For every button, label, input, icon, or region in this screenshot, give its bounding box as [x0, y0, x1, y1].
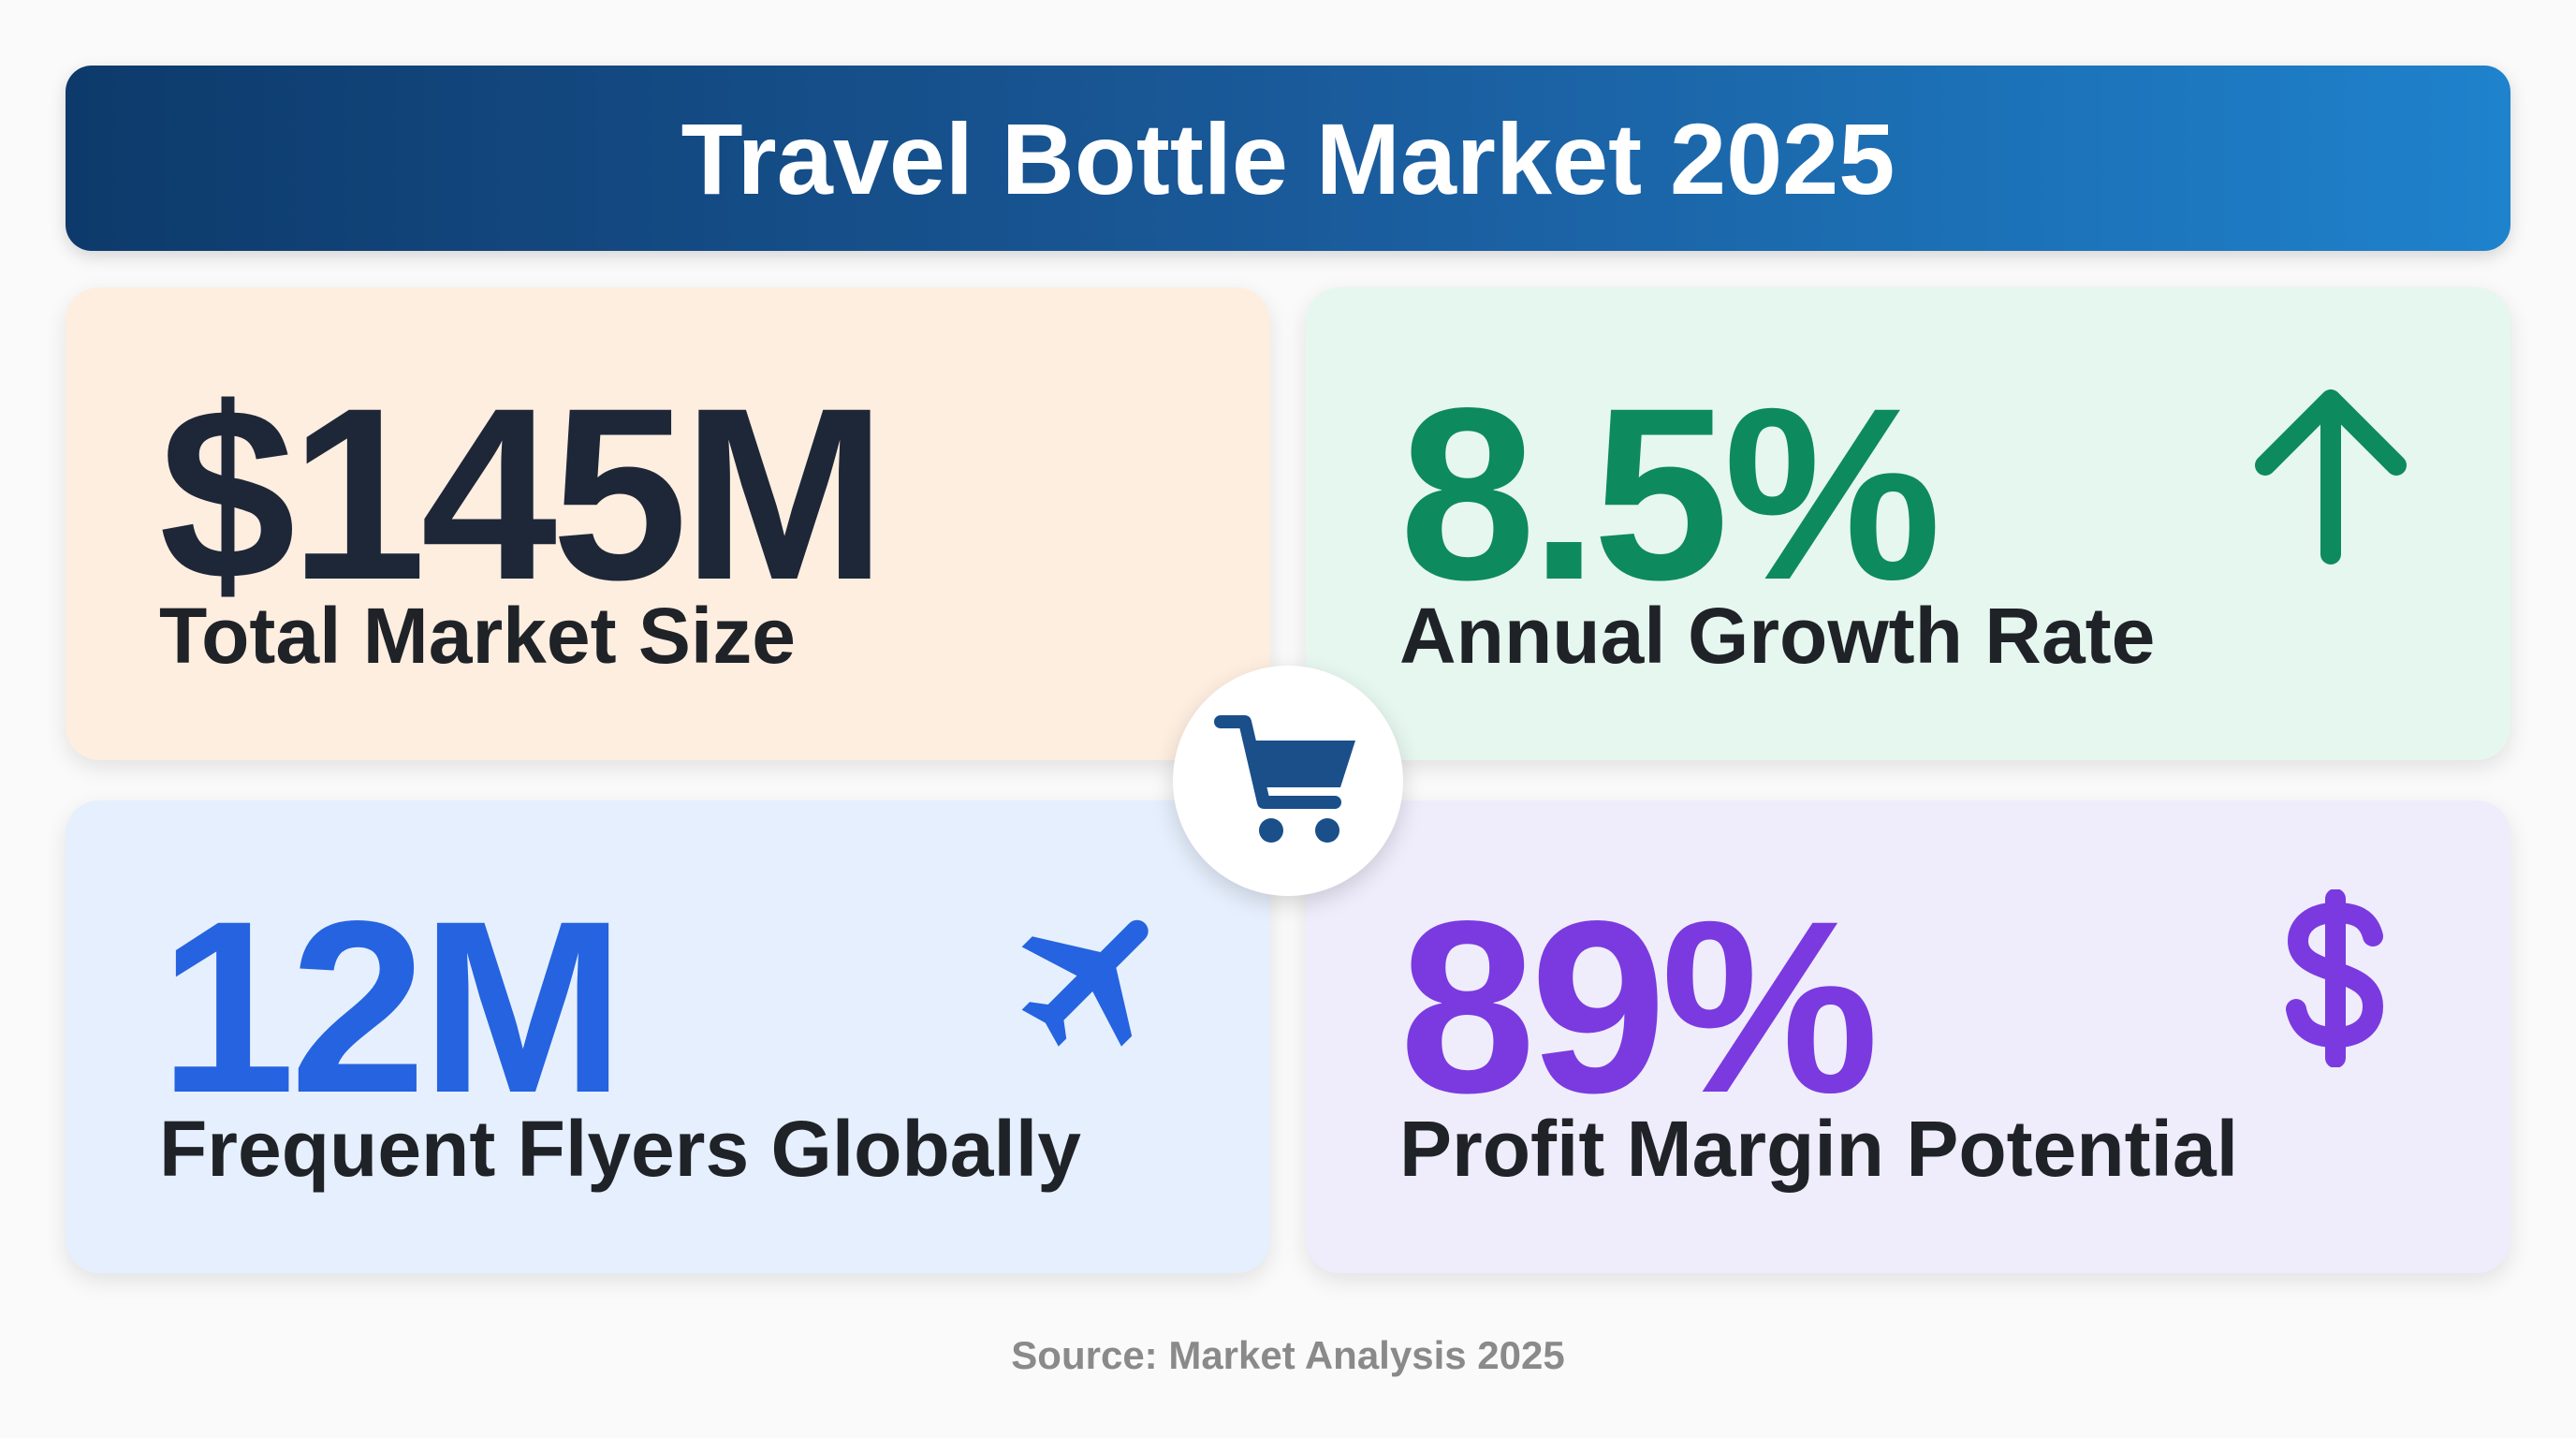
kpi-card: 89% Profit Margin Potential: [1306, 800, 2510, 1273]
kpi-label: Total Market Size: [159, 592, 796, 680]
source-note: Source: Market Analysis 2025: [1011, 1333, 1565, 1377]
kpi-label: Annual Growth Rate: [1399, 592, 2156, 680]
kpi-value: $145M: [159, 357, 886, 631]
plane-icon: [1021, 919, 1149, 1047]
dollar-icon: [2286, 889, 2384, 1067]
kpi-label: Profit Margin Potential: [1399, 1105, 2239, 1193]
cart-icon: [1214, 715, 1355, 843]
kpi-value: 12M: [159, 870, 625, 1144]
kpi-card: 8.5% Annual Growth Rate: [1306, 287, 2510, 760]
kpi-label: Frequent Flyers Globally: [159, 1105, 1081, 1193]
header: Travel Bottle Market 2025: [66, 66, 2510, 251]
arrow-up-icon: [2255, 389, 2407, 565]
kpi-card: $145M Total Market Size: [66, 287, 1270, 760]
kpi-card: 12M Frequent Flyers Globally: [66, 800, 1270, 1273]
kpi-value: 89%: [1399, 870, 1879, 1144]
cart-badge: [1173, 666, 1403, 896]
title: Travel Bottle Market 2025: [681, 101, 1895, 215]
kpi-value: 8.5%: [1399, 357, 1941, 631]
